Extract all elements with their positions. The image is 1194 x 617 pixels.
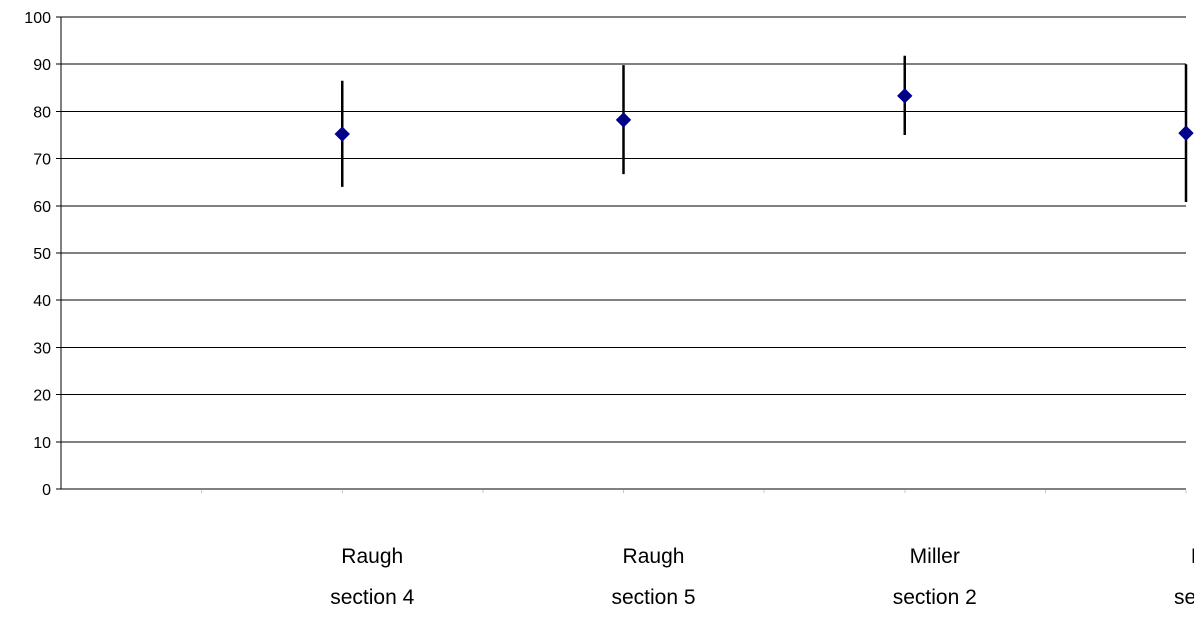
- x-category-label-line1: Raugh: [623, 545, 685, 568]
- y-tick-label: 40: [33, 293, 51, 310]
- y-tick-label: 30: [33, 340, 51, 357]
- y-tick-label: 0: [42, 482, 51, 499]
- x-category-label-line2: section 3: [1174, 586, 1194, 609]
- x-category-label-line2: section 5: [611, 586, 695, 609]
- y-tick-label: 70: [33, 152, 51, 169]
- x-category-label-line1: Miller: [1191, 545, 1194, 568]
- data-point-diamond: [615, 112, 632, 128]
- x-category-labels: Raugh section 4 Raugh section 5 Miller sectio…: [330, 545, 1194, 609]
- y-tick-label: 60: [33, 199, 51, 216]
- y-tick-label: 100: [24, 10, 51, 27]
- x-category-label-line1: Miller: [910, 545, 960, 568]
- error-bars: [341, 55, 1188, 203]
- y-tick-label: 80: [33, 104, 51, 121]
- data-point-diamond: [897, 88, 913, 104]
- x-category-label-line1: Raugh: [341, 545, 403, 568]
- data-point-diamond: [334, 126, 350, 142]
- y-tick-label: 50: [33, 246, 51, 263]
- y-tick-label: 10: [33, 435, 51, 452]
- x-tick-marks: [201, 490, 1187, 493]
- x-category-label-line2: section 4: [330, 586, 414, 609]
- x-category-label-line2: section 2: [893, 586, 977, 609]
- y-tick-labels: 0 10 20 30 40 50 60 70 80 90 100: [24, 10, 61, 499]
- data-point-diamond: [1178, 125, 1194, 141]
- y-tick-label: 90: [33, 57, 51, 74]
- data-points: [334, 88, 1194, 142]
- y-tick-label: 20: [33, 388, 51, 405]
